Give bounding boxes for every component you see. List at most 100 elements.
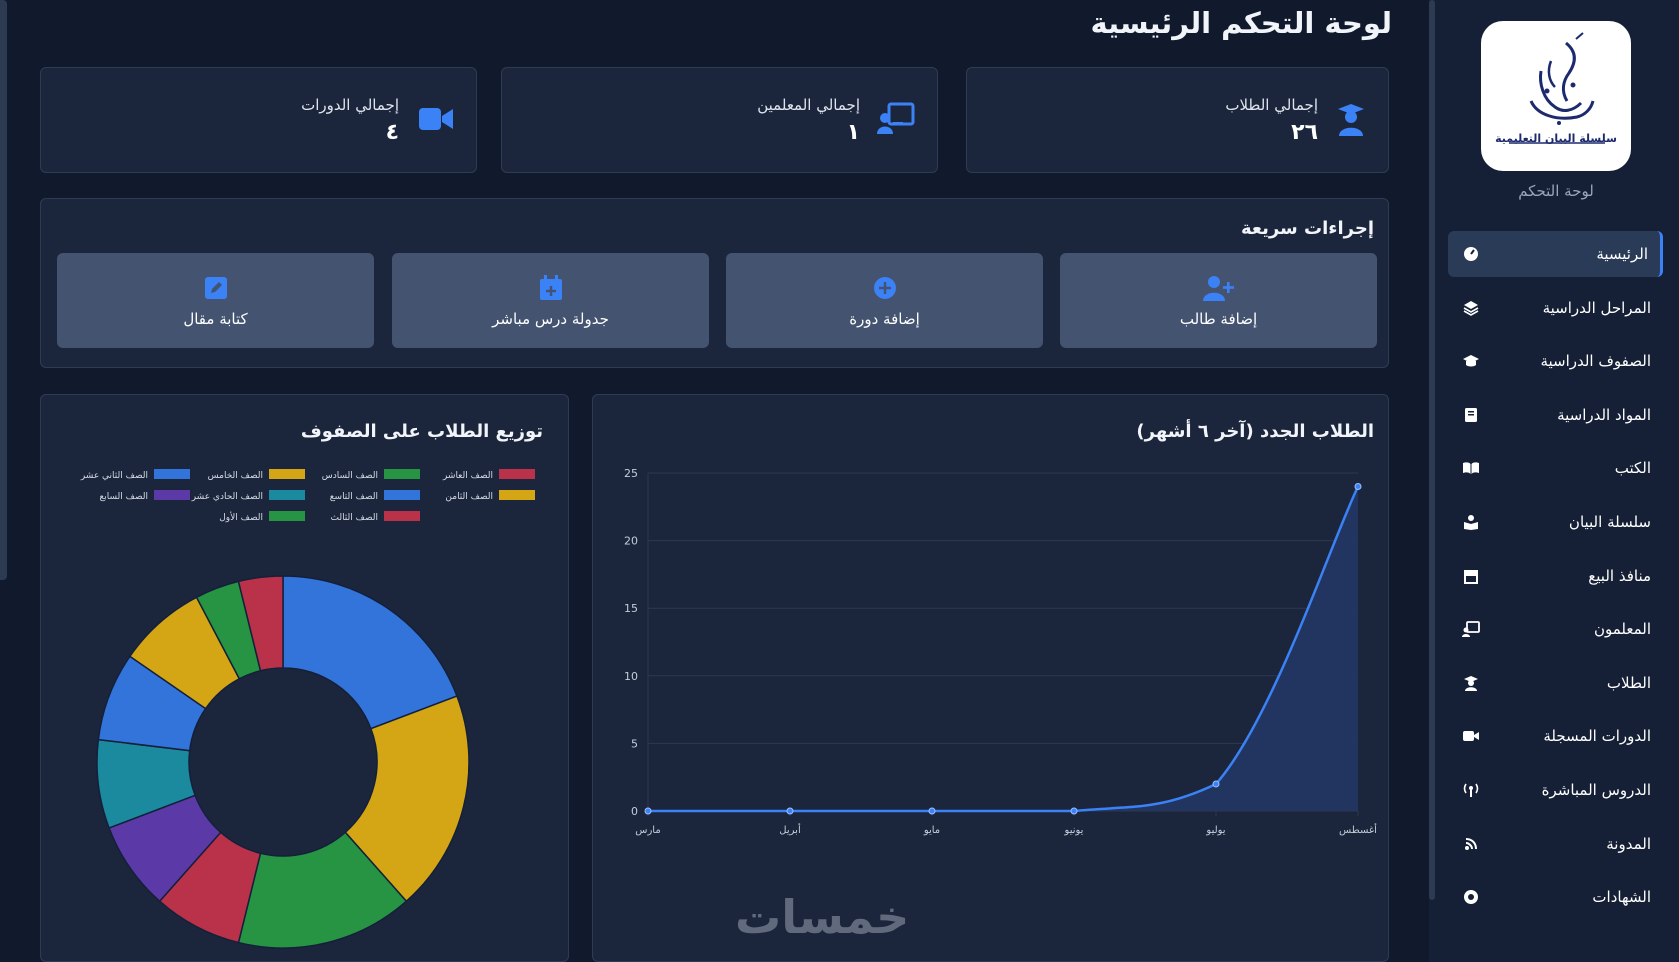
- user-plus-icon: [1202, 274, 1235, 302]
- legend-label: الصف العاشر: [442, 471, 493, 481]
- donut-chart-title: توزيع الطلاب على الصفوف: [300, 421, 543, 442]
- data-point: [1070, 807, 1078, 815]
- dashboard-gauge-icon: [1460, 243, 1482, 265]
- sidebar-item-books[interactable]: الكتب: [1448, 445, 1663, 491]
- sidebar-item-subjects[interactable]: المواد الدراسية: [1448, 392, 1663, 438]
- stat-card-courses: إجمالي الدورات ٤: [40, 67, 477, 173]
- stat-label: إجمالي الدورات: [301, 96, 399, 114]
- sidebar-item-label: سلسلة البيان: [1568, 513, 1651, 531]
- legend-label: الصف السابع: [99, 492, 148, 502]
- broadcast-tower-icon: [1460, 779, 1482, 801]
- legend-swatch: [499, 490, 535, 500]
- edit-pen-icon: [204, 274, 228, 302]
- sidebar-item-label: الطلاب: [1606, 674, 1651, 692]
- legend-swatch: [384, 469, 420, 479]
- data-point: [644, 807, 652, 815]
- sidebar-item-live-lessons[interactable]: الدروس المباشرة: [1448, 767, 1663, 813]
- layers-icon: [1460, 297, 1482, 319]
- sidebar-scrollbar[interactable]: [1429, 0, 1435, 900]
- sidebar-item-students[interactable]: الطلاب: [1448, 660, 1663, 706]
- teacher-board-icon: [1460, 618, 1482, 640]
- donut-slice: [237, 575, 284, 672]
- legend-swatch: [269, 469, 305, 479]
- calendar-plus-icon: [539, 274, 563, 302]
- add-student-button[interactable]: إضافة طالب: [1060, 253, 1377, 348]
- sidebar-item-label: المواد الدراسية: [1557, 406, 1651, 424]
- legend-label: الصف الخامس: [208, 471, 263, 481]
- sidebar-item-home[interactable]: الرئيسية: [1448, 231, 1663, 277]
- students-donut-chart: الصف العاشر الصف السادس الصف الخامس الصف ال…: [80, 469, 535, 949]
- sidebar-item-stages[interactable]: المراحل الدراسية: [1448, 285, 1663, 331]
- store-icon: [1460, 565, 1482, 587]
- legend-swatch: [154, 469, 190, 479]
- sidebar-item-label: منافذ البيع: [1588, 567, 1651, 585]
- sidebar-item-label: المراحل الدراسية: [1542, 299, 1651, 317]
- line-chart-title: الطلاب الجدد (آخر ٦ أشهر): [1136, 421, 1374, 442]
- sidebar-item-teachers[interactable]: المعلمون: [1448, 606, 1663, 652]
- sidebar-item-label: الرئيسية: [1596, 245, 1648, 263]
- area-fill: [648, 486, 1358, 811]
- stat-card-students: إجمالي الطلاب ٢٦: [966, 67, 1389, 173]
- stat-value: ٤: [385, 120, 399, 145]
- logo: [1481, 21, 1631, 171]
- sidebar-item-stores[interactable]: منافذ البيع: [1448, 553, 1663, 599]
- legend-label: الصف الأول: [219, 511, 263, 523]
- y-tick-label: 5: [631, 737, 638, 750]
- legend-swatch: [269, 511, 305, 521]
- legend-label: الصف التاسع: [330, 492, 378, 502]
- x-tick-label: يونيو: [1064, 825, 1084, 836]
- video-camera-icon: [418, 106, 454, 136]
- donut-slice: [282, 575, 458, 730]
- sidebar-item-label: الكتب: [1614, 459, 1651, 477]
- sidebar-item-blog[interactable]: المدونة: [1448, 821, 1663, 867]
- sidebar-item-label: المدونة: [1606, 835, 1651, 853]
- sidebar-item-certificates[interactable]: الشهادات: [1448, 874, 1663, 920]
- button-label: إضافة طالب: [1179, 309, 1258, 328]
- sidebar-item-label: الدروس المباشرة: [1541, 781, 1651, 799]
- sidebar-item-grades[interactable]: الصفوف الدراسية: [1448, 338, 1663, 384]
- logo-text: سلسلة البيان التعليمية: [1495, 132, 1617, 145]
- schedule-live-lesson-button[interactable]: جدولة درس مباشر: [392, 253, 709, 348]
- sidebar-item-bayan-series[interactable]: سلسلة البيان: [1448, 499, 1663, 545]
- data-point: [786, 807, 794, 815]
- reader-icon: [1460, 511, 1482, 533]
- sidebar-item-recorded-courses[interactable]: الدورات المسجلة: [1448, 713, 1663, 759]
- x-tick-label: أغسطس: [1339, 823, 1377, 836]
- user-graduate-icon: [1336, 102, 1366, 140]
- data-point: [928, 807, 936, 815]
- y-tick-label: 10: [624, 670, 638, 683]
- data-point: [1354, 483, 1362, 491]
- sidebar-item-label: المعلمون: [1593, 620, 1651, 638]
- data-point: [1212, 780, 1220, 788]
- x-tick-label: مايو: [923, 825, 940, 836]
- page-title: لوحة التحكم الرئيسية: [1090, 6, 1392, 40]
- button-label: إضافة دورة: [849, 309, 920, 328]
- y-tick-label: 25: [624, 467, 638, 480]
- legend-label: الصف الحادي عشر: [191, 492, 263, 502]
- quick-actions-title: إجراءات سريعة: [1241, 218, 1374, 239]
- legend-swatch: [384, 490, 420, 500]
- student-icon: [1460, 672, 1482, 694]
- logo-calligraphy-icon: [1509, 32, 1605, 144]
- legend-swatch: [499, 469, 535, 479]
- write-article-button[interactable]: كتابة مقال: [57, 253, 374, 348]
- certificate-badge-icon: [1460, 886, 1482, 908]
- watermark: خمسات: [735, 890, 910, 944]
- sidebar-caption: لوحة التحكم: [1518, 182, 1594, 200]
- sidebar-item-label: الصفوف الدراسية: [1540, 352, 1651, 370]
- add-course-button[interactable]: إضافة دورة: [726, 253, 1043, 348]
- stat-label: إجمالي الطلاب: [1225, 96, 1318, 114]
- sidebar-item-label: الدورات المسجلة: [1543, 727, 1651, 745]
- x-tick-label: مارس: [635, 825, 660, 836]
- legend-swatch: [269, 490, 305, 500]
- main-scrollbar[interactable]: [0, 0, 7, 580]
- open-book-icon: [1460, 457, 1482, 479]
- stat-value: ١: [846, 120, 860, 145]
- x-tick-label: أبريل: [779, 823, 801, 836]
- x-tick-label: يوليو: [1205, 825, 1225, 836]
- legend-label: الصف الثاني عشر: [80, 471, 148, 481]
- y-tick-label: 20: [624, 535, 638, 548]
- legend-label: الصف السادس: [322, 471, 378, 481]
- new-students-chart-card: [592, 394, 1389, 962]
- chalkboard-teacher-icon: [877, 102, 915, 138]
